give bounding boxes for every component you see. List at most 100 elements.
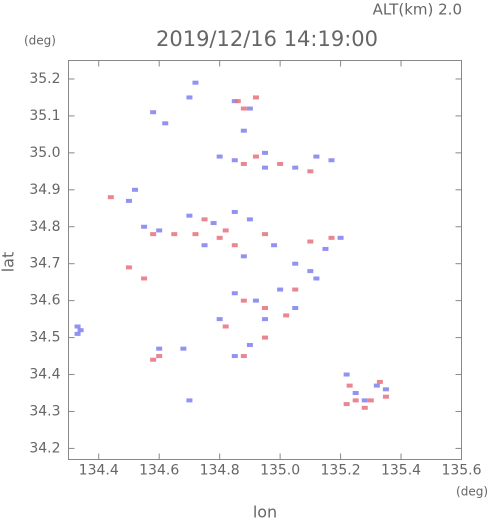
y-tick-label: 34.6 — [29, 293, 60, 309]
y-tick-label: 35.0 — [29, 145, 60, 161]
y-tick-label: 34.7 — [29, 256, 60, 272]
point — [262, 150, 268, 155]
point — [277, 287, 284, 292]
point — [313, 154, 320, 159]
subtitle: ALT(km) 2.0 — [373, 1, 462, 19]
point — [307, 269, 314, 274]
point — [292, 261, 299, 266]
point — [240, 298, 247, 303]
y-unit: (deg) — [24, 34, 56, 48]
point — [240, 106, 247, 111]
point — [246, 217, 253, 222]
x-axis-label: lon — [253, 503, 277, 521]
point — [262, 317, 268, 322]
point — [376, 379, 383, 384]
y-tick-label: 34.3 — [29, 403, 60, 419]
point — [125, 198, 132, 203]
point — [156, 228, 163, 233]
point — [343, 402, 350, 407]
point — [156, 346, 163, 351]
point — [252, 298, 259, 303]
point — [313, 276, 320, 281]
point — [231, 209, 238, 214]
point — [180, 346, 187, 351]
point — [222, 324, 229, 329]
point — [328, 158, 335, 163]
x-tick-label: 135.4 — [381, 463, 421, 479]
point — [107, 195, 114, 200]
x-unit: (deg) — [456, 485, 488, 499]
point — [150, 110, 157, 115]
point — [240, 161, 247, 166]
point — [231, 243, 238, 248]
y-tick-label: 34.5 — [29, 330, 60, 346]
point — [231, 354, 238, 359]
point — [337, 235, 344, 240]
point — [252, 95, 259, 100]
point — [192, 232, 199, 237]
point — [307, 169, 314, 174]
point — [343, 372, 350, 377]
point — [262, 232, 268, 237]
x-tick-label: 135.6 — [441, 463, 481, 479]
x-tick-label: 135.0 — [260, 463, 300, 479]
chart-title: 2019/12/16 14:19:00 — [156, 27, 378, 51]
point — [262, 335, 268, 340]
point — [186, 398, 193, 403]
point — [352, 391, 359, 395]
x-tick-label: 135.2 — [321, 463, 361, 479]
point — [252, 154, 259, 159]
point — [186, 213, 193, 218]
point — [240, 354, 247, 359]
x-tick-label: 134.4 — [79, 463, 119, 479]
y-tick-label: 34.2 — [29, 440, 60, 456]
point — [74, 331, 81, 336]
point — [125, 265, 132, 270]
point — [382, 394, 389, 399]
plot-frame — [68, 60, 462, 460]
point — [373, 383, 380, 388]
point — [216, 154, 223, 159]
point — [192, 80, 199, 85]
point — [231, 158, 238, 163]
point — [240, 128, 247, 133]
y-tick-label: 35.1 — [29, 108, 60, 124]
point — [150, 357, 157, 362]
point — [171, 232, 178, 237]
point — [162, 121, 169, 126]
y-tick-label: 34.9 — [29, 182, 60, 198]
point — [201, 243, 208, 248]
point — [201, 217, 208, 222]
x-tick-label: 134.8 — [200, 463, 240, 479]
x-tick-label: 134.6 — [139, 463, 179, 479]
point — [367, 398, 374, 403]
point — [77, 328, 84, 333]
point — [222, 228, 229, 233]
point — [141, 224, 148, 229]
point — [246, 342, 253, 347]
point — [292, 306, 299, 311]
point — [292, 165, 299, 170]
point — [210, 221, 217, 226]
point — [246, 106, 253, 111]
y-tick-label: 35.2 — [29, 71, 60, 87]
point — [74, 324, 81, 329]
point — [234, 99, 241, 104]
y-tick-label: 34.8 — [29, 219, 60, 235]
y-axis-label: lat — [0, 252, 18, 273]
point — [292, 287, 299, 292]
point — [361, 405, 368, 410]
point — [132, 187, 139, 192]
point — [240, 254, 247, 259]
point — [262, 306, 268, 311]
point — [150, 232, 157, 237]
point — [277, 161, 284, 166]
point — [231, 99, 238, 104]
point — [216, 235, 223, 240]
point — [186, 95, 193, 100]
point — [328, 235, 335, 240]
y-tick-label: 34.4 — [29, 367, 60, 383]
point — [346, 383, 353, 388]
point — [352, 398, 359, 403]
